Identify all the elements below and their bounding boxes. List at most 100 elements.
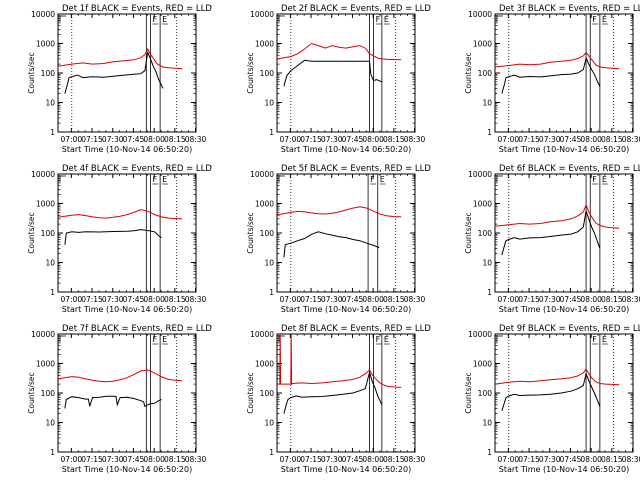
x-axis-label: Start Time (10-Nov-14 06:50:20) [62,305,192,314]
plot-frame [57,13,197,133]
x-tick-label: 08:15 [601,295,623,304]
x-tick-label: 07:30 [539,135,561,144]
x-tick-label: 07:30 [321,135,343,144]
y-tick-label: 100 [260,389,275,398]
x-axis-label: Start Time (10-Nov-14 06:50:20) [499,145,629,154]
marker-label: E [384,15,389,24]
x-tick-label: 07:00 [498,455,520,464]
y-tick-label: 10 [264,259,274,268]
x-tick-label: 08:30 [185,135,207,144]
y-tick-label: 10 [45,259,55,268]
y-tick-label: 100 [478,69,493,78]
marker-label: F [376,15,381,24]
panel-7: Det 7f BLACK = Events, RED = LLD 1 10 100 10… [27,324,212,474]
panel-4: Det 4f BLACK = Events, RED = LLD 1 10 100 10… [27,164,212,314]
y-tick-label: 1 [269,288,274,297]
x-tick-label: 07:30 [321,295,343,304]
y-tick-label: 10000 [468,170,492,179]
y-axis-label: Counts/sec [246,372,255,413]
panel-title: Det 7f BLACK = Events, RED = LLD [62,324,212,334]
x-tick-label: 07:00 [280,295,302,304]
plot-frame [57,173,197,293]
x-tick-label: 08:15 [601,455,623,464]
x-tick-label: 08:15 [164,135,186,144]
y-tick-label: 10000 [31,10,55,19]
series-events-line [283,59,383,87]
y-tick-label: 1 [50,288,55,297]
x-tick-label: 07:15 [518,455,540,464]
x-tick-label: 08:00 [143,135,165,144]
plot-frame [276,333,416,453]
y-tick-label: 1 [487,448,492,457]
x-tick-label: 08:00 [362,295,384,304]
marker-label: F [152,335,157,344]
y-tick-label: 10000 [250,10,274,19]
series-lld-line [277,334,402,388]
panel-1: Det 1f BLACK = Events, RED = LLD 1 10 100 10… [27,4,212,154]
marker-label: F [152,15,157,24]
panel-title: Det 6f BLACK = Events, RED = LLD [499,164,640,174]
x-tick-label: 08:00 [580,295,602,304]
x-tick-label: 07:15 [81,455,103,464]
y-tick-label: 1000 [473,200,492,209]
x-tick-label: 08:30 [622,455,640,464]
range-start-marker [59,335,66,342]
y-tick-label: 10000 [250,170,274,179]
y-tick-label: 1000 [36,360,55,369]
y-tick-label: 1000 [36,200,55,209]
x-tick-label: 08:30 [622,295,640,304]
y-tick-label: 100 [478,229,493,238]
series-events-line [64,50,164,94]
x-tick-label: 08:15 [601,135,623,144]
panel-9: Det 9f BLACK = Events, RED = LLD 1 10 100 10… [464,324,640,474]
panel-5: Det 5f BLACK = Events, RED = LLD 1 10 100 10… [246,164,431,314]
x-axis-label: Start Time (10-Nov-14 06:50:20) [499,305,629,314]
x-axis-label: Start Time (10-Nov-14 06:50:20) [281,305,411,314]
marker-label: E [162,15,167,24]
x-tick-label: 07:45 [560,135,582,144]
panel-title: Det 1f BLACK = Events, RED = LLD [62,4,212,14]
y-tick-label: 100 [260,69,275,78]
x-tick-label: 08:15 [383,135,405,144]
y-tick-label: 10 [45,99,55,108]
x-tick-label: 08:00 [580,455,602,464]
y-tick-label: 1 [50,128,55,137]
x-axis-label: Start Time (10-Nov-14 06:50:20) [62,145,192,154]
range-start-marker [496,15,503,22]
y-tick-label: 100 [41,229,56,238]
x-tick-label: 07:15 [300,295,322,304]
x-tick-label: 08:00 [143,455,165,464]
marker-label: E [380,175,385,184]
x-tick-label: 07:00 [280,135,302,144]
y-tick-label: 1000 [255,40,274,49]
x-axis-label: Start Time (10-Nov-14 06:50:20) [62,465,192,474]
series-lld-line [495,203,620,229]
series-events-line [501,56,601,94]
x-tick-label: 08:30 [185,295,207,304]
y-tick-label: 10 [264,99,274,108]
y-tick-label: 1000 [36,40,55,49]
y-tick-label: 1 [487,288,492,297]
x-tick-label: 07:15 [518,295,540,304]
x-tick-label: 07:15 [81,135,103,144]
x-tick-label: 07:45 [123,295,145,304]
series-events-line [64,229,162,245]
y-tick-label: 10 [482,99,492,108]
marker-label: E [602,15,607,24]
y-tick-label: 1 [487,128,492,137]
x-tick-label: 07:45 [342,295,364,304]
x-tick-label: 08:15 [383,455,405,464]
x-tick-label: 08:30 [404,455,426,464]
x-tick-label: 08:30 [404,135,426,144]
marker-label: E [602,175,607,184]
series-lld-line [58,47,183,70]
x-tick-label: 07:00 [498,135,520,144]
marker-label: F [592,335,597,344]
marker-label: F [152,175,157,184]
range-start-marker [496,175,503,182]
panel-title: Det 3f BLACK = Events, RED = LLD [499,4,640,14]
x-tick-label: 08:00 [362,455,384,464]
x-tick-label: 07:15 [300,455,322,464]
panel-3: Det 3f BLACK = Events, RED = LLD 1 10 100 10… [464,4,640,154]
y-tick-label: 10 [482,259,492,268]
